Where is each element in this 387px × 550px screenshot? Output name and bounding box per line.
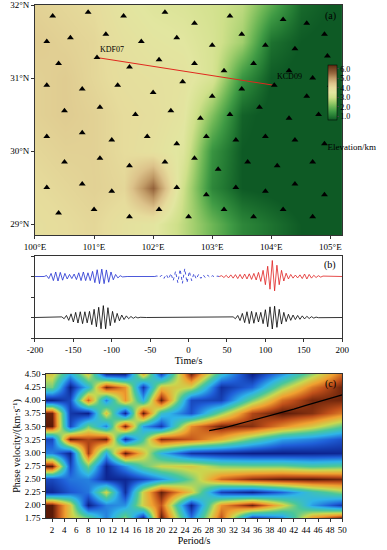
svg-text:4.0: 4.0 [340,84,350,93]
svg-text:38: 38 [265,525,275,535]
svg-text:(b): (b) [324,259,336,271]
svg-text:150: 150 [297,345,311,355]
svg-text:12: 12 [108,525,117,535]
svg-text:-50: -50 [144,345,156,355]
svg-text:Phase velocity/(km·s⁻¹): Phase velocity/(km·s⁻¹) [11,399,23,492]
svg-text:4.25: 4.25 [25,382,41,392]
svg-text:30: 30 [217,525,227,535]
svg-text:-100: -100 [104,345,121,355]
svg-text:4: 4 [62,525,67,535]
svg-text:50: 50 [338,525,348,535]
svg-text:40: 40 [277,525,287,535]
svg-text:26: 26 [193,525,203,535]
svg-text:104°E: 104°E [260,242,283,252]
svg-text:105°E: 105°E [319,242,342,252]
svg-text:46: 46 [314,525,324,535]
svg-text:48: 48 [326,525,336,535]
svg-text:2.50: 2.50 [25,474,41,484]
svg-text:KCD09: KCD09 [277,72,302,81]
svg-text:2.0: 2.0 [340,103,350,112]
svg-text:3.75: 3.75 [25,408,41,418]
svg-text:100: 100 [259,345,273,355]
svg-text:32°N: 32°N [10,0,30,10]
svg-text:30°N: 30°N [10,146,30,156]
svg-text:32: 32 [229,525,238,535]
svg-text:16: 16 [132,525,142,535]
svg-text:3.50: 3.50 [25,422,41,432]
svg-text:31°N: 31°N [10,73,30,83]
svg-text:101°E: 101°E [83,242,106,252]
svg-text:36: 36 [253,525,263,535]
svg-text:14: 14 [120,525,130,535]
svg-text:0: 0 [186,345,191,355]
svg-text:3.25: 3.25 [25,435,41,445]
svg-text:3.0: 3.0 [340,93,350,102]
svg-text:44: 44 [301,525,311,535]
svg-text:6.0: 6.0 [340,65,350,74]
svg-text:103°E: 103°E [201,242,224,252]
svg-text:2.00: 2.00 [25,500,41,510]
svg-text:10: 10 [96,525,106,535]
svg-text:100°E: 100°E [24,242,47,252]
svg-text:22: 22 [168,525,177,535]
svg-text:18: 18 [144,525,154,535]
svg-text:42: 42 [289,525,298,535]
svg-text:2.75: 2.75 [25,461,41,471]
svg-text:6: 6 [74,525,79,535]
svg-text:50: 50 [222,345,232,355]
svg-text:34: 34 [241,525,251,535]
svg-text:-200: -200 [27,345,44,355]
svg-text:-150: -150 [65,345,82,355]
svg-text:5.0: 5.0 [340,74,350,83]
svg-text:102°E: 102°E [142,242,165,252]
svg-text:20: 20 [156,525,166,535]
svg-text:1.0: 1.0 [340,112,350,121]
svg-text:1.75: 1.75 [25,513,41,523]
svg-text:2.25: 2.25 [25,487,41,497]
svg-text:24: 24 [181,525,191,535]
svg-text:28: 28 [205,525,215,535]
svg-text:2: 2 [50,525,55,535]
svg-text:Elevation/km: Elevation/km [327,142,376,152]
svg-text:200: 200 [335,345,349,355]
svg-text:Period/s: Period/s [178,535,211,546]
svg-text:(c): (c) [325,378,336,390]
svg-text:8: 8 [86,525,91,535]
svg-text:3.00: 3.00 [25,448,41,458]
svg-text:(a): (a) [325,10,336,22]
svg-text:4.00: 4.00 [25,395,41,405]
svg-text:29°N: 29°N [10,219,30,229]
svg-text:4.50: 4.50 [25,369,41,379]
svg-text:Time/s: Time/s [175,355,203,366]
svg-text:KDF07: KDF07 [100,45,124,54]
